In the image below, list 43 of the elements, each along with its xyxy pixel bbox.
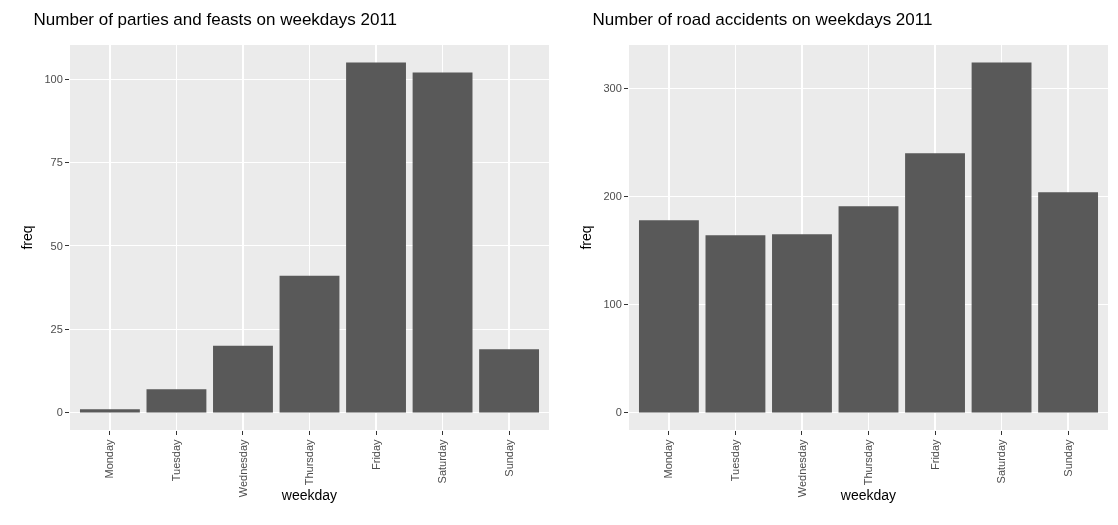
y-tick-label: 25 xyxy=(50,323,63,336)
y-tick-label: 100 xyxy=(44,73,63,86)
bar xyxy=(772,234,832,413)
x-tick-label: Sunday xyxy=(502,438,515,477)
x-tick-label: Monday xyxy=(662,438,675,479)
y-tick-label: 0 xyxy=(615,406,622,419)
bar xyxy=(79,409,140,413)
bar xyxy=(705,235,766,413)
y-tick-label: 50 xyxy=(50,239,63,252)
x-tick-label: Tuesday xyxy=(170,438,183,482)
bar xyxy=(971,62,1032,413)
chart-title: Number of road accidents on weekdays 2011 xyxy=(592,10,933,30)
x-tick-label: Friday xyxy=(369,438,382,470)
bar xyxy=(146,389,207,413)
x-tick-label: Thursday xyxy=(862,438,875,486)
x-tick-label: Saturday xyxy=(995,438,1008,484)
bar xyxy=(638,220,699,413)
x-tick-label: Sunday xyxy=(1061,438,1074,477)
y-axis-title: freq xyxy=(19,225,35,250)
x-tick-label: Wednesday xyxy=(236,438,249,498)
chart-title: Number of parties and feasts on weekdays 2011 xyxy=(33,10,398,30)
y-tick-label: 100 xyxy=(603,298,622,311)
bar xyxy=(346,62,406,413)
bar xyxy=(479,349,540,413)
bar xyxy=(838,206,899,413)
x-tick-label: Saturday xyxy=(436,438,449,484)
x-tick-label: Wednesday xyxy=(795,438,808,498)
x-tick-label: Monday xyxy=(103,438,116,479)
x-axis-title: weekday xyxy=(280,487,338,504)
bar xyxy=(279,275,340,413)
y-axis-title: freq xyxy=(578,225,594,250)
bar xyxy=(412,72,473,413)
x-axis-title: weekday xyxy=(839,487,897,504)
y-tick-label: 75 xyxy=(50,156,63,169)
x-tick-label: Thursday xyxy=(303,438,316,486)
x-tick-label: Friday xyxy=(928,438,941,470)
y-tick-label: 0 xyxy=(56,406,63,419)
bar xyxy=(905,153,965,413)
y-tick-label: 300 xyxy=(603,82,622,95)
bar xyxy=(213,345,273,413)
y-tick-label: 200 xyxy=(603,190,622,203)
bar xyxy=(1038,192,1099,413)
x-tick-label: Tuesday xyxy=(729,438,742,482)
